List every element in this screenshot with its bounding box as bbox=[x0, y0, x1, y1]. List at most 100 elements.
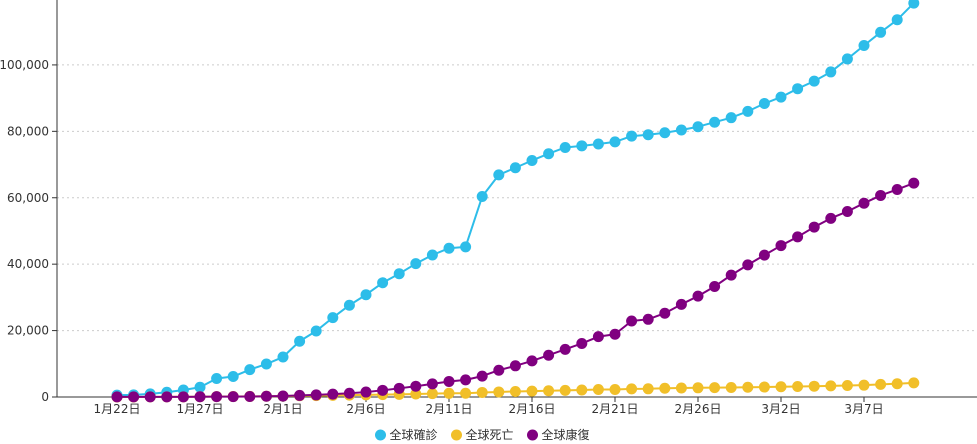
data-point[interactable] bbox=[294, 335, 306, 347]
data-point[interactable] bbox=[792, 231, 804, 243]
data-point[interactable] bbox=[211, 391, 223, 403]
data-point[interactable] bbox=[808, 221, 820, 233]
data-point[interactable] bbox=[709, 280, 721, 292]
data-point[interactable] bbox=[294, 389, 306, 401]
data-point[interactable] bbox=[443, 387, 455, 399]
data-point[interactable] bbox=[875, 26, 887, 38]
data-point[interactable] bbox=[792, 381, 804, 393]
data-point[interactable] bbox=[277, 390, 289, 402]
data-point[interactable] bbox=[509, 385, 521, 397]
data-point[interactable] bbox=[493, 386, 505, 398]
data-point[interactable] bbox=[476, 386, 488, 398]
data-point[interactable] bbox=[709, 382, 721, 394]
data-point[interactable] bbox=[426, 249, 438, 261]
data-point[interactable] bbox=[642, 313, 654, 325]
data-point[interactable] bbox=[343, 387, 355, 399]
data-point[interactable] bbox=[725, 112, 737, 124]
data-point[interactable] bbox=[626, 130, 638, 142]
data-point[interactable] bbox=[742, 105, 754, 117]
data-point[interactable] bbox=[244, 364, 256, 376]
data-point[interactable] bbox=[775, 381, 787, 393]
data-point[interactable] bbox=[260, 390, 272, 402]
data-point[interactable] bbox=[908, 0, 920, 9]
data-point[interactable] bbox=[642, 383, 654, 395]
data-point[interactable] bbox=[576, 384, 588, 396]
data-point[interactable] bbox=[875, 378, 887, 390]
data-point[interactable] bbox=[692, 290, 704, 302]
data-point[interactable] bbox=[642, 129, 654, 141]
data-point[interactable] bbox=[410, 388, 422, 400]
data-point[interactable] bbox=[792, 83, 804, 95]
legend[interactable]: 全球確診 全球死亡 全球康復 bbox=[375, 427, 590, 442]
data-point[interactable] bbox=[211, 372, 223, 384]
data-point[interactable] bbox=[543, 148, 555, 160]
data-point[interactable] bbox=[493, 169, 505, 181]
data-point[interactable] bbox=[659, 127, 671, 139]
data-point[interactable] bbox=[609, 136, 621, 148]
data-point[interactable] bbox=[443, 242, 455, 254]
data-point[interactable] bbox=[111, 391, 123, 403]
data-point[interactable] bbox=[841, 205, 853, 217]
data-point[interactable] bbox=[177, 391, 189, 403]
data-point[interactable] bbox=[825, 212, 837, 224]
data-point[interactable] bbox=[559, 141, 571, 153]
data-point[interactable] bbox=[758, 381, 770, 393]
data-point[interactable] bbox=[194, 391, 206, 403]
data-point[interactable] bbox=[758, 98, 770, 110]
data-point[interactable] bbox=[244, 391, 256, 403]
data-point[interactable] bbox=[393, 268, 405, 280]
data-point[interactable] bbox=[858, 379, 870, 391]
data-point[interactable] bbox=[393, 382, 405, 394]
data-point[interactable] bbox=[742, 259, 754, 271]
data-point[interactable] bbox=[675, 124, 687, 136]
data-point[interactable] bbox=[559, 384, 571, 396]
data-point[interactable] bbox=[626, 383, 638, 395]
data-point[interactable] bbox=[808, 380, 820, 392]
data-point[interactable] bbox=[493, 364, 505, 376]
legend-item[interactable]: 全球死亡 bbox=[451, 427, 514, 442]
data-point[interactable] bbox=[460, 374, 472, 386]
data-point[interactable] bbox=[858, 197, 870, 209]
data-point[interactable] bbox=[509, 162, 521, 174]
data-point[interactable] bbox=[327, 388, 339, 400]
data-point[interactable] bbox=[194, 381, 206, 393]
data-point[interactable] bbox=[675, 382, 687, 394]
data-point[interactable] bbox=[609, 384, 621, 396]
data-point[interactable] bbox=[908, 177, 920, 189]
data-point[interactable] bbox=[410, 380, 422, 392]
data-point[interactable] bbox=[675, 298, 687, 310]
data-point[interactable] bbox=[725, 381, 737, 393]
data-point[interactable] bbox=[377, 384, 389, 396]
data-point[interactable] bbox=[891, 183, 903, 195]
data-point[interactable] bbox=[825, 380, 837, 392]
data-point[interactable] bbox=[526, 355, 538, 367]
data-point[interactable] bbox=[592, 384, 604, 396]
data-point[interactable] bbox=[576, 337, 588, 349]
data-point[interactable] bbox=[543, 349, 555, 361]
data-point[interactable] bbox=[709, 116, 721, 128]
data-point[interactable] bbox=[543, 385, 555, 397]
data-point[interactable] bbox=[692, 121, 704, 133]
data-point[interactable] bbox=[460, 387, 472, 399]
data-point[interactable] bbox=[775, 240, 787, 252]
data-point[interactable] bbox=[576, 140, 588, 152]
data-point[interactable] bbox=[891, 14, 903, 26]
data-point[interactable] bbox=[310, 389, 322, 401]
data-point[interactable] bbox=[725, 269, 737, 281]
data-point[interactable] bbox=[128, 391, 140, 403]
data-point[interactable] bbox=[908, 377, 920, 389]
data-point[interactable] bbox=[875, 189, 887, 201]
data-point[interactable] bbox=[227, 391, 239, 403]
data-point[interactable] bbox=[327, 312, 339, 324]
legend-item[interactable]: 全球康復 bbox=[527, 427, 590, 442]
data-point[interactable] bbox=[775, 91, 787, 103]
data-point[interactable] bbox=[841, 380, 853, 392]
data-point[interactable] bbox=[526, 154, 538, 166]
data-point[interactable] bbox=[592, 138, 604, 150]
data-point[interactable] bbox=[476, 370, 488, 382]
data-point[interactable] bbox=[758, 249, 770, 261]
data-point[interactable] bbox=[360, 289, 372, 301]
data-point[interactable] bbox=[825, 66, 837, 78]
data-point[interactable] bbox=[161, 391, 173, 403]
data-point[interactable] bbox=[841, 53, 853, 65]
